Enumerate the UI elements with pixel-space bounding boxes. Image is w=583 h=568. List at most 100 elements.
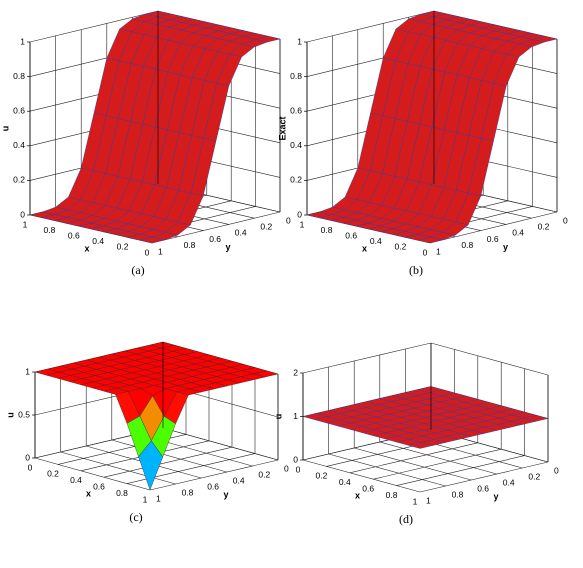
y-tick-label: 0.4 — [235, 228, 247, 238]
x-tick-label: 1 — [413, 496, 418, 506]
floor-grid-line — [349, 442, 478, 474]
y-tick-label: 0 — [554, 465, 559, 475]
x-tick-label: 0.2 — [394, 242, 406, 252]
floor-grid-line — [373, 448, 502, 480]
caption: (c) — [129, 510, 142, 524]
x-tick-label: 0 — [145, 247, 150, 257]
caption: (b) — [409, 263, 423, 277]
x-tick-label: 1 — [23, 219, 28, 229]
x-tick-label: 0.6 — [93, 481, 105, 491]
y-tick-label: 0.6 — [209, 234, 221, 244]
z-tick-label: 1 — [25, 366, 30, 376]
y-tick-label: 0 — [284, 463, 289, 473]
floor-grid-line — [396, 455, 525, 486]
surface-cell — [139, 236, 166, 244]
x-tick-label: 0.2 — [47, 469, 59, 479]
y-tick-label: 0.4 — [233, 475, 245, 485]
y-tick-label: 1 — [426, 495, 431, 505]
z-tick-label: 0.6 — [13, 105, 25, 115]
x-tick-label: 0.6 — [345, 230, 357, 240]
x-axis-label: x — [362, 243, 367, 253]
z-tick-label: 0 — [20, 209, 25, 219]
y-tick-label: 0.2 — [260, 221, 272, 231]
z-tick-label: 0 — [297, 209, 302, 219]
y-tick-label: 0 — [563, 215, 568, 225]
y-axis-label: y — [225, 242, 230, 252]
floor-grid-line — [111, 439, 227, 473]
z-tick-label: 0 — [25, 452, 30, 462]
y-tick-label: 0 — [286, 215, 291, 225]
y-tick-label: 1 — [156, 493, 161, 503]
y-axis-label: y — [493, 491, 498, 501]
z-tick-label: 1 — [293, 411, 298, 421]
x-tick-label: 0.4 — [339, 477, 351, 487]
x-tick-label: 0.2 — [117, 242, 129, 252]
x-tick-label: 0.8 — [43, 225, 55, 235]
y-tick-label: 0.2 — [258, 469, 270, 479]
floor-grid-line — [103, 446, 233, 478]
z-axis-label: Exact — [277, 116, 287, 140]
x-tick-label: 0.2 — [315, 471, 327, 481]
x-tick-label: 0.6 — [68, 230, 80, 240]
x-axis-label: x — [86, 488, 91, 498]
x-tick-label: 0 — [423, 247, 428, 257]
z-tick-label: 0.6 — [290, 105, 302, 115]
y-tick-label: 0.2 — [538, 221, 550, 231]
z-axis-label: u — [5, 412, 15, 418]
z-tick-label: 0.4 — [13, 140, 25, 150]
floor-grid-line — [419, 461, 549, 493]
y-axis-label: y — [503, 242, 508, 252]
x-tick-label: 0.4 — [370, 236, 382, 246]
x-tick-label: 0 — [296, 464, 301, 474]
floor-grid-line — [328, 453, 446, 487]
x-tick-label: 0.8 — [116, 488, 128, 498]
x-tick-label: 0.6 — [362, 483, 374, 493]
y-axis-label: y — [223, 489, 228, 499]
x-tick-label: 1 — [143, 494, 148, 504]
wall-grid-line — [302, 342, 549, 376]
y-tick-label: 1 — [158, 246, 163, 256]
x-tick-label: 0.8 — [321, 225, 333, 235]
x-tick-label: 0.4 — [92, 236, 104, 246]
y-tick-label: 0.4 — [503, 477, 515, 487]
x-tick-label: 0 — [28, 462, 33, 472]
z-tick-label: 1 — [20, 36, 25, 46]
y-tick-label: 0.8 — [452, 489, 464, 499]
floor-grid-line — [302, 459, 421, 493]
y-tick-label: 0.6 — [477, 483, 489, 493]
z-tick-label: 0.8 — [13, 71, 25, 81]
caption: (a) — [131, 263, 144, 277]
z-tick-label: 0.2 — [13, 175, 25, 185]
floor-grid-line — [60, 451, 176, 485]
z-tick-label: 2 — [293, 367, 298, 377]
x-axis-label: x — [84, 243, 89, 253]
floor-grid-line — [149, 459, 279, 491]
z-axis-label: u — [0, 126, 10, 132]
z-tick-label: 0.5 — [18, 409, 30, 419]
y-tick-label: 0.4 — [512, 228, 524, 238]
floor-grid-line — [429, 211, 558, 244]
surface-cell — [138, 440, 164, 491]
x-tick-label: 1 — [300, 219, 305, 229]
z-tick-label: 0.8 — [290, 71, 302, 81]
caption: (d) — [399, 512, 413, 526]
z-tick-label: 0 — [293, 454, 298, 464]
floor-grid-line — [354, 447, 472, 481]
floor-grid-line — [34, 457, 151, 491]
z-tick-label: 0.4 — [290, 140, 302, 150]
y-tick-label: 0.6 — [487, 234, 499, 244]
surface-cell — [417, 236, 443, 244]
x-tick-label: 0.4 — [70, 475, 82, 485]
z-tick-label: 1 — [297, 36, 302, 46]
z-axis-label: u — [273, 414, 283, 420]
y-tick-label: 1 — [436, 246, 441, 256]
y-tick-label: 0.6 — [207, 481, 219, 491]
y-tick-label: 0.8 — [461, 240, 473, 250]
surface-cell — [408, 442, 433, 449]
floor-grid-line — [379, 441, 497, 475]
y-tick-label: 0.8 — [182, 487, 194, 497]
x-axis-label: x — [355, 490, 360, 500]
y-tick-label: 0.8 — [184, 240, 196, 250]
z-tick-label: 0.2 — [290, 175, 302, 185]
